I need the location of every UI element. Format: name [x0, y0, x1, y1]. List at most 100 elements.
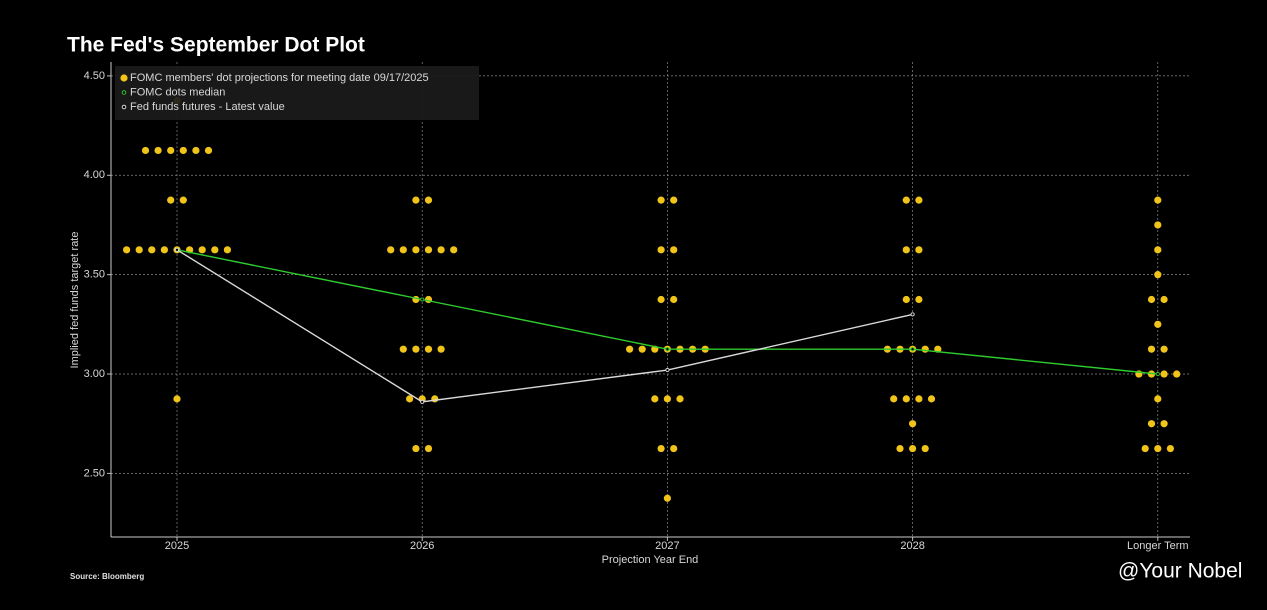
dot	[915, 196, 923, 204]
dot	[135, 246, 143, 254]
median-point	[1155, 371, 1160, 377]
dot	[909, 420, 917, 428]
dot	[412, 295, 420, 304]
dot	[173, 395, 181, 403]
dot	[663, 494, 672, 502]
dot	[167, 146, 175, 155]
dot	[192, 146, 200, 155]
futures-point	[420, 399, 425, 404]
legend-label: Fed funds futures - Latest value	[130, 101, 285, 113]
dot	[927, 395, 936, 403]
legend-box	[115, 66, 479, 120]
y-tick-label: 2.50	[84, 467, 105, 479]
dot	[1141, 444, 1149, 453]
dot	[1147, 295, 1156, 304]
dot	[670, 246, 678, 254]
dot	[902, 295, 910, 304]
dot	[179, 146, 187, 155]
dot	[1147, 420, 1156, 428]
dot	[424, 444, 433, 453]
dot	[657, 295, 665, 304]
dot	[657, 246, 665, 254]
dot	[399, 246, 407, 254]
dot	[915, 395, 923, 403]
dot	[1160, 370, 1168, 378]
dot	[657, 196, 665, 204]
futures-point	[910, 312, 915, 317]
dot	[424, 246, 433, 254]
x-tick-label: 2027	[655, 540, 679, 552]
dot	[1154, 271, 1162, 279]
dot	[437, 345, 445, 353]
y-axis-label: Implied fed funds target rate	[69, 232, 81, 369]
median-point	[420, 297, 425, 302]
legend-swatch	[121, 90, 127, 95]
x-tick-label: Longer Term	[1127, 540, 1189, 552]
dot	[1154, 246, 1162, 254]
y-tick-label: 4.00	[84, 169, 105, 181]
x-tick-label: 2025	[165, 540, 189, 552]
futures-point	[665, 368, 670, 373]
watermark: @Your Nobel	[1118, 560, 1242, 583]
dot	[1154, 395, 1162, 403]
chart-title: The Fed's September Dot Plot	[67, 34, 365, 57]
dot	[1173, 370, 1181, 378]
dot	[1154, 320, 1162, 328]
futures-point	[174, 247, 180, 252]
dot	[915, 295, 923, 304]
dot	[676, 395, 684, 403]
dot	[399, 345, 407, 353]
dot	[211, 246, 219, 254]
x-tick-label: 2028	[900, 540, 924, 552]
dot	[1160, 295, 1168, 304]
x-axis-label: Projection Year End	[602, 554, 699, 566]
y-tick-label: 3.50	[84, 269, 105, 281]
dot	[148, 246, 156, 254]
dot	[412, 345, 420, 353]
dot	[651, 395, 659, 403]
source: Source: Bloomberg	[70, 572, 144, 581]
dot	[638, 345, 646, 353]
dot	[670, 196, 678, 204]
dot	[921, 444, 929, 453]
y-tick-label: 3.00	[84, 368, 105, 380]
dot	[204, 146, 213, 155]
median-point	[910, 347, 915, 352]
dot	[902, 196, 910, 204]
dot	[412, 444, 420, 453]
dot	[663, 395, 672, 403]
dot	[431, 395, 439, 403]
futures-line	[176, 249, 913, 403]
dot	[909, 444, 917, 453]
dot	[921, 345, 929, 353]
dot	[424, 345, 433, 353]
dot	[450, 246, 458, 254]
dot	[1154, 221, 1162, 229]
dot	[670, 295, 678, 304]
legend-swatch	[121, 104, 127, 110]
dot	[198, 246, 206, 254]
legend-swatch	[120, 74, 128, 82]
dot	[1147, 345, 1156, 353]
dot	[1160, 345, 1168, 353]
dot	[160, 246, 168, 254]
dot	[179, 196, 187, 204]
legend: FOMC members' dot projections for meetin…	[115, 66, 479, 120]
dot	[424, 196, 433, 204]
dot	[1166, 444, 1174, 453]
dot	[915, 246, 923, 254]
dot	[387, 246, 395, 254]
dot	[424, 295, 433, 304]
dot	[896, 444, 904, 453]
dot	[1154, 196, 1162, 204]
dot	[1154, 444, 1162, 453]
dot	[123, 246, 131, 254]
y-tick-label: 4.50	[84, 70, 105, 82]
dot	[890, 395, 898, 403]
dot	[141, 146, 150, 155]
dot	[626, 345, 634, 353]
dot	[406, 395, 414, 403]
legend-label: FOMC members' dot projections for meetin…	[130, 72, 429, 84]
